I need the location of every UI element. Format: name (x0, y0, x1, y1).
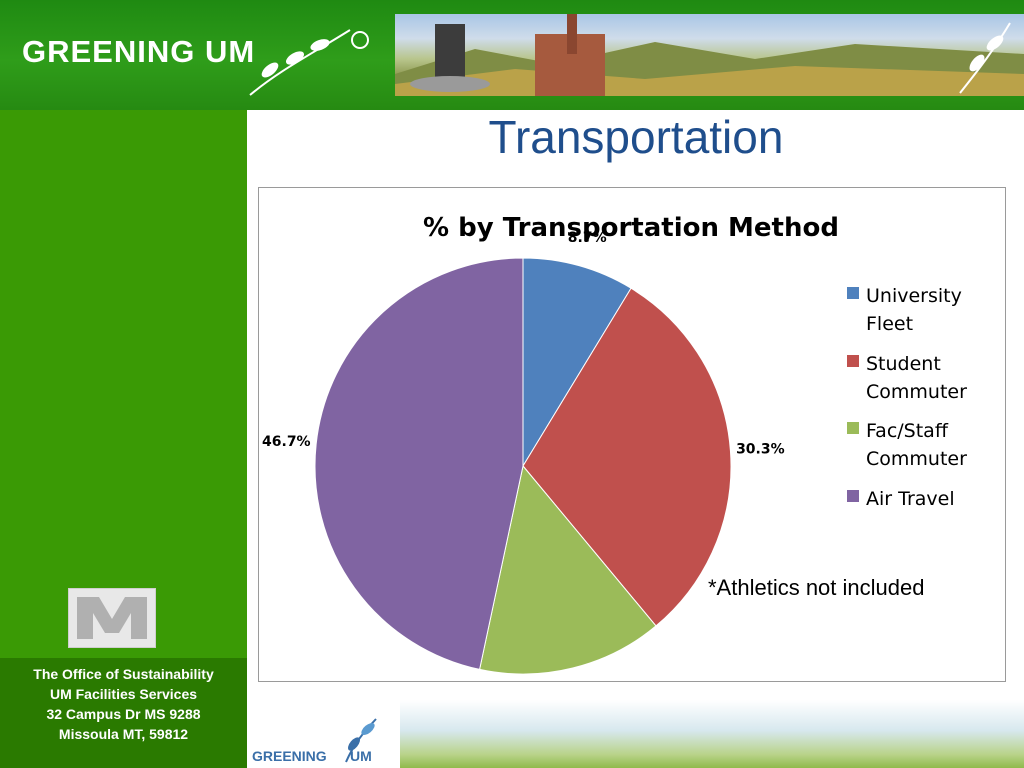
legend-swatch (847, 490, 859, 502)
pie-chart: % by Transportation Method 8.7%30.3%14.4… (262, 213, 967, 675)
leaf-decoration-right-icon (959, 22, 1011, 94)
legend-swatch (847, 287, 859, 299)
sidebar: The Office of Sustainability UM Faciliti… (0, 110, 247, 768)
address-line: The Office of Sustainability (33, 666, 214, 682)
leaf-decoration-icon (249, 29, 369, 96)
bottom-brand-right: UM (350, 748, 372, 764)
bottom-decoration (400, 700, 1024, 768)
bottom-brand-left: GREENING (252, 748, 327, 764)
slice-data-label: 46.7% (262, 434, 311, 450)
legend-label: Air Travel (866, 488, 955, 510)
legend-swatch (847, 422, 859, 434)
legend-label: University (866, 285, 962, 307)
slice-data-label: 30.3% (736, 441, 785, 457)
pie-slice-fac-staff-commuter (478, 464, 657, 675)
footnote: *Athletics not included (708, 575, 925, 600)
chart-title: % by Transportation Method (423, 213, 839, 243)
slide-title: Transportation (488, 111, 784, 163)
legend-label: Student (866, 353, 941, 375)
campus-scenery-icon (395, 14, 1024, 96)
um-logo (68, 588, 156, 648)
slice-data-label: 8.7% (568, 230, 607, 246)
pie-slice-university-fleet (522, 257, 632, 468)
brand-title: GREENING UM (22, 34, 256, 69)
um-monogram-icon (77, 597, 147, 639)
header-banner: GREENING UM (0, 0, 1024, 110)
pie-slice-student-commuter (522, 287, 732, 627)
legend-label: Fac/Staff (866, 420, 949, 442)
legend-label: Commuter (866, 448, 967, 470)
bottom-brand: GREENING UM (252, 748, 372, 764)
legend-swatch (847, 355, 859, 367)
office-address: The Office of Sustainability UM Faciliti… (0, 658, 247, 768)
chart-frame: % by Transportation Method 8.7%30.3%14.4… (258, 187, 1006, 682)
legend-label: Commuter (866, 381, 967, 403)
address-line: UM Facilities Services (49, 686, 198, 702)
bottom-leaf-icon (345, 718, 377, 763)
address-line: Missoula MT, 59812 (58, 726, 189, 742)
address-line: 32 Campus Dr MS 9288 (46, 706, 201, 722)
pie-slice-air-travel (314, 257, 524, 671)
campus-banner-photo (395, 14, 1024, 96)
legend-label: Fleet (866, 313, 913, 335)
